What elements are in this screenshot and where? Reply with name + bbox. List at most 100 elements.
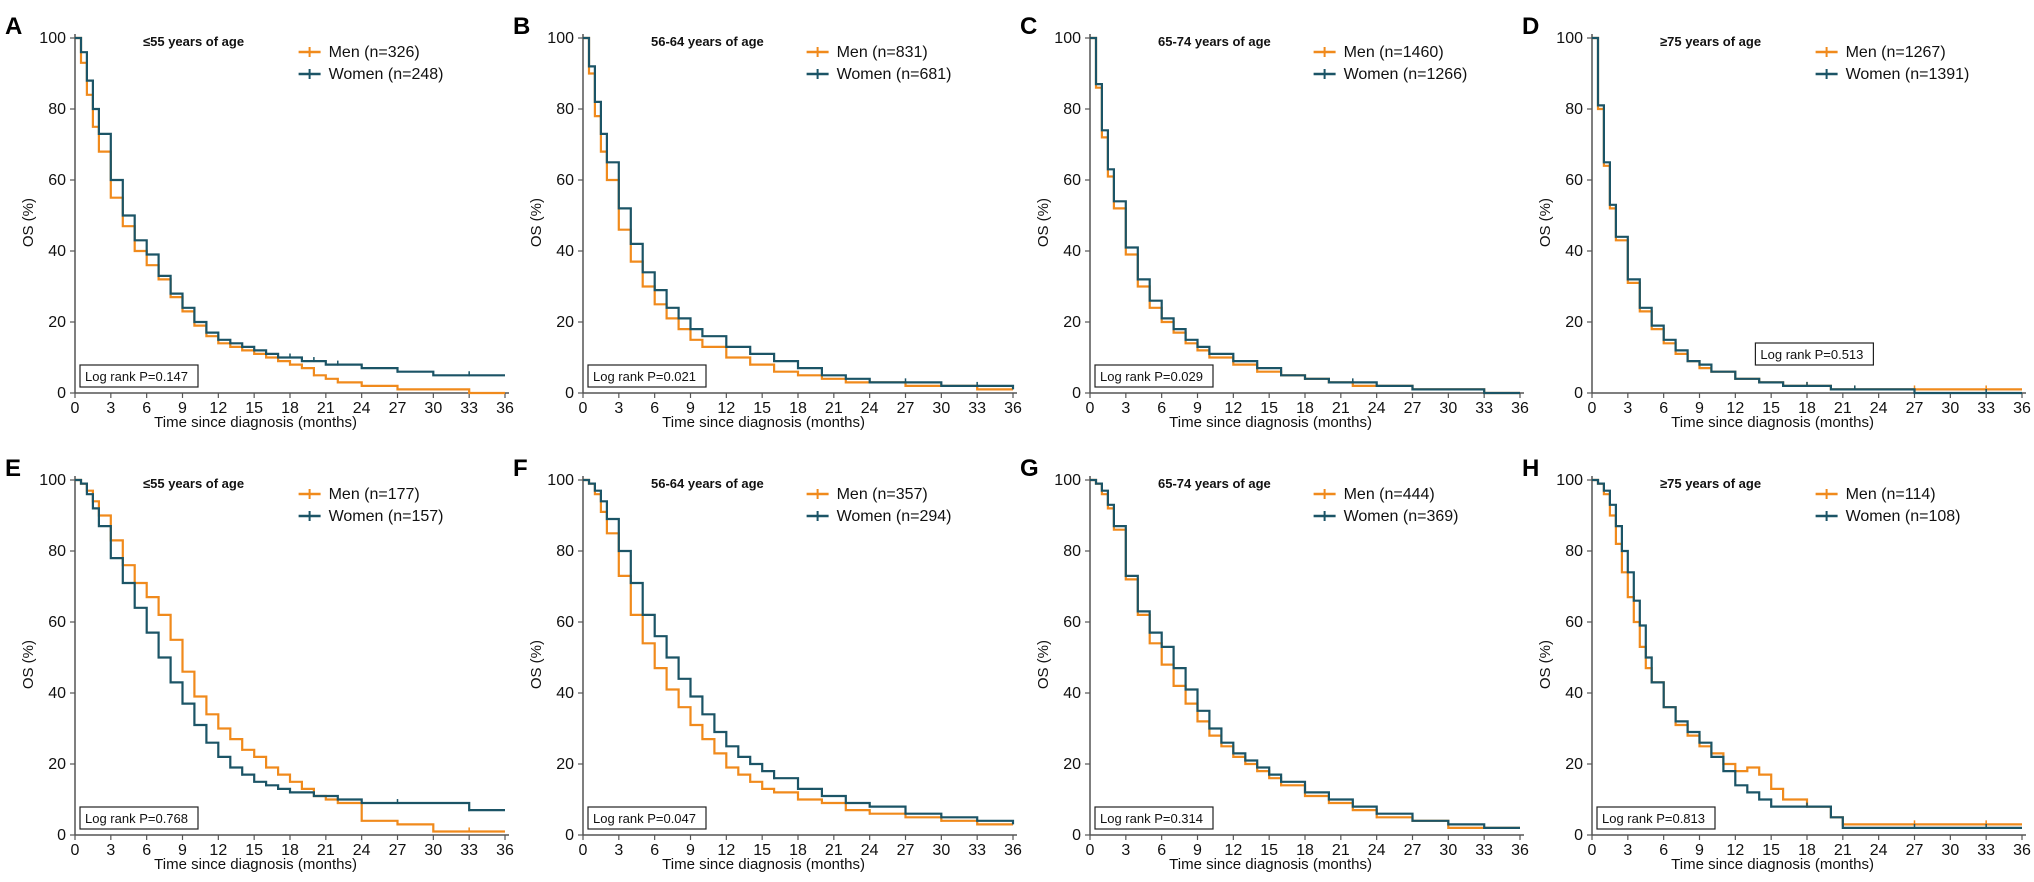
y-tick-label: 40 (1565, 243, 1583, 260)
x-tick-label: 21 (317, 842, 335, 859)
men-survival-curve (583, 478, 1013, 826)
x-tick-label: 33 (968, 842, 986, 859)
y-tick-label: 40 (48, 685, 66, 702)
x-tick-label: 0 (1086, 842, 1095, 859)
y-tick-label: 20 (1063, 314, 1081, 331)
y-tick-label: 60 (1063, 172, 1081, 189)
y-tick-label: 40 (1565, 685, 1583, 702)
y-axis-title: OS (%) (20, 198, 37, 247)
x-tick-label: 24 (1870, 842, 1888, 859)
x-tick-label: 24 (861, 842, 879, 859)
y-tick-label: 20 (48, 314, 66, 331)
y-tick-label: 80 (48, 101, 66, 118)
y-axis-title: OS (%) (1537, 640, 1554, 689)
y-axis-title: OS (%) (1537, 198, 1554, 247)
y-tick-label: 100 (1054, 30, 1081, 47)
y-tick-label: 60 (1063, 614, 1081, 631)
panel-letter-b: B (513, 13, 530, 40)
x-tick-label: 30 (1941, 400, 1959, 417)
y-tick-label: 40 (556, 685, 574, 702)
x-tick-label: 3 (1121, 400, 1130, 417)
pvalue-label: Log rank P=0.768 (85, 811, 188, 826)
y-tick-label: 20 (1565, 314, 1583, 331)
x-tick-label: 15 (245, 400, 263, 417)
x-tick-label: 27 (1404, 400, 1422, 417)
women-survival-curve (75, 36, 505, 377)
women-survival-curve (1090, 36, 1520, 395)
x-tick-label: 6 (650, 400, 659, 417)
men-survival-curve (1090, 478, 1520, 829)
y-tick-label: 0 (565, 827, 574, 844)
x-tick-label: 12 (1224, 842, 1242, 859)
women-survival-curve (1592, 478, 2022, 829)
x-tick-label: 18 (1296, 400, 1314, 417)
x-tick-label: 3 (614, 842, 623, 859)
x-tick-label: 9 (178, 400, 187, 417)
pvalue-label: Log rank P=0.813 (1602, 811, 1705, 826)
panel-letter-e: E (5, 455, 21, 482)
x-tick-label: 12 (717, 842, 735, 859)
panel-subtitle: 65-74 years of age (1158, 34, 1271, 49)
x-tick-label: 27 (389, 842, 407, 859)
x-tick-label: 9 (1193, 400, 1202, 417)
y-tick-label: 100 (39, 30, 66, 47)
x-tick-label: 15 (1762, 842, 1780, 859)
men-survival-curve (75, 478, 505, 833)
y-axis-title: OS (%) (528, 640, 545, 689)
x-tick-label: 36 (496, 400, 514, 417)
x-tick-label: 9 (686, 842, 695, 859)
y-tick-label: 0 (1072, 827, 1081, 844)
y-tick-label: 100 (547, 472, 574, 489)
x-tick-label: 21 (825, 842, 843, 859)
x-tick-label: 36 (1511, 842, 1529, 859)
x-tick-label: 33 (1475, 842, 1493, 859)
x-tick-label: 3 (614, 400, 623, 417)
x-axis-title: Time since diagnosis (months) (154, 856, 357, 873)
x-tick-label: 0 (1588, 400, 1597, 417)
y-tick-label: 100 (39, 472, 66, 489)
x-tick-label: 33 (1977, 842, 1995, 859)
x-axis-title: Time since diagnosis (months) (662, 414, 865, 431)
women-survival-curve (75, 478, 505, 812)
x-tick-label: 36 (1004, 400, 1022, 417)
pvalue-box (79, 364, 199, 388)
legend-label-men: Men (n=444) (1344, 486, 1435, 503)
x-tick-label: 15 (1762, 400, 1780, 417)
panel-subtitle: 65-74 years of age (1158, 476, 1271, 491)
y-tick-label: 80 (48, 543, 66, 560)
x-tick-label: 9 (178, 842, 187, 859)
x-tick-label: 0 (1588, 842, 1597, 859)
panel-letter-f: F (513, 455, 528, 482)
panel-subtitle: 56-64 years of age (651, 476, 764, 491)
x-tick-label: 30 (1941, 842, 1959, 859)
x-tick-label: 3 (106, 842, 115, 859)
x-tick-label: 6 (1157, 842, 1166, 859)
x-tick-label: 12 (1726, 400, 1744, 417)
y-axis-title: OS (%) (528, 198, 545, 247)
x-tick-label: 27 (1404, 842, 1422, 859)
x-tick-label: 15 (1260, 400, 1278, 417)
x-tick-label: 15 (245, 842, 263, 859)
x-tick-label: 15 (753, 400, 771, 417)
x-tick-label: 15 (1260, 842, 1278, 859)
x-tick-label: 24 (353, 400, 371, 417)
x-tick-label: 9 (1695, 842, 1704, 859)
x-tick-label: 33 (460, 400, 478, 417)
y-tick-label: 80 (556, 543, 574, 560)
x-tick-label: 12 (1726, 842, 1744, 859)
x-tick-label: 33 (460, 842, 478, 859)
x-tick-label: 36 (2013, 842, 2031, 859)
x-axis-title: Time since diagnosis (months) (154, 414, 357, 431)
x-tick-label: 18 (281, 842, 299, 859)
x-tick-label: 12 (1224, 400, 1242, 417)
legend-label-men: Men (n=831) (837, 44, 928, 61)
y-tick-label: 80 (1565, 101, 1583, 118)
y-tick-label: 20 (556, 314, 574, 331)
women-survival-curve (583, 36, 1015, 390)
x-tick-label: 6 (142, 400, 151, 417)
